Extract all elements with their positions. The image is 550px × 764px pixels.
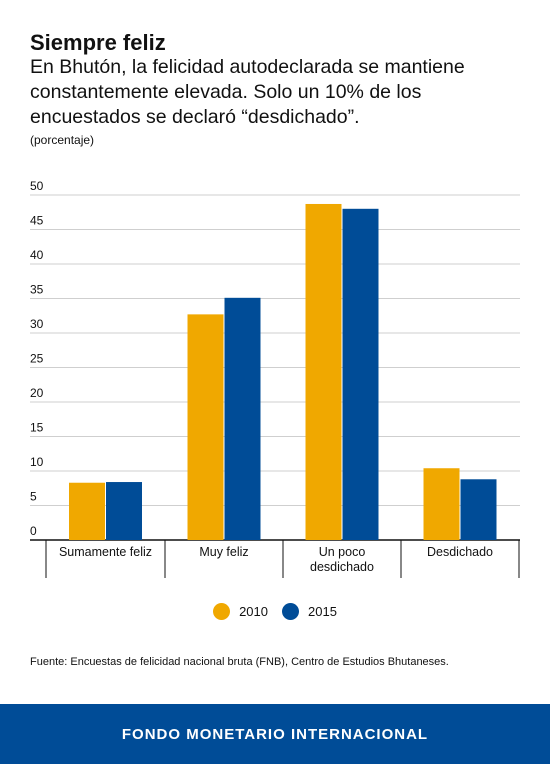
y-tick-label: 20 [30, 386, 44, 400]
y-tick-label: 10 [30, 455, 44, 469]
y-tick-label: 30 [30, 317, 44, 331]
x-tick-label: Sumamente feliz [59, 545, 152, 559]
x-tick-label: Un poco desdichado [310, 545, 374, 574]
chart-title: Siempre feliz [30, 30, 166, 55]
legend-item-2015: 2015 [282, 603, 337, 620]
y-tick-label: 15 [30, 421, 44, 435]
bar-2010 [69, 482, 105, 540]
legend-label-2015: 2015 [308, 604, 337, 619]
x-tick-label: Desdichado [427, 545, 493, 559]
bar-2010 [305, 203, 342, 540]
legend-item-2010: 2010 [213, 603, 268, 620]
bar-chart: 0 5 10 15 20 25 30 35 40 45 50 Sumamente feliz Muy f… [30, 179, 520, 578]
x-tick-label: Muy feliz [199, 545, 248, 559]
legend: 2010 2015 [0, 603, 550, 620]
y-tick-label: 5 [30, 490, 37, 504]
bar-2010 [423, 468, 460, 540]
bar-2015 [106, 482, 142, 540]
legend-swatch-2015 [282, 603, 299, 620]
bar-2015 [224, 297, 261, 540]
bar-2015 [460, 479, 497, 540]
legend-swatch-2010 [213, 603, 231, 620]
legend-label-2010: 2010 [239, 604, 268, 619]
source-note: Fuente: Encuestas de felicidad nacional … [30, 656, 449, 668]
bar-2010 [187, 314, 224, 540]
y-tick-label: 25 [30, 352, 44, 366]
chart-subtitle: En Bhutón, la felicidad autodeclarada se… [30, 56, 465, 128]
y-tick-label: 45 [30, 214, 44, 228]
bar-2015 [342, 208, 379, 541]
y-tick-label: 40 [30, 248, 44, 262]
unit-label: (porcentaje) [30, 133, 95, 147]
footer-banner: FONDO MONETARIO INTERNACIONAL [0, 704, 550, 764]
footer-label: FONDO MONETARIO INTERNACIONAL [121, 725, 429, 743]
y-tick-label: 50 [30, 179, 44, 193]
y-tick-label: 0 [30, 524, 37, 538]
y-tick-label: 35 [30, 283, 44, 297]
